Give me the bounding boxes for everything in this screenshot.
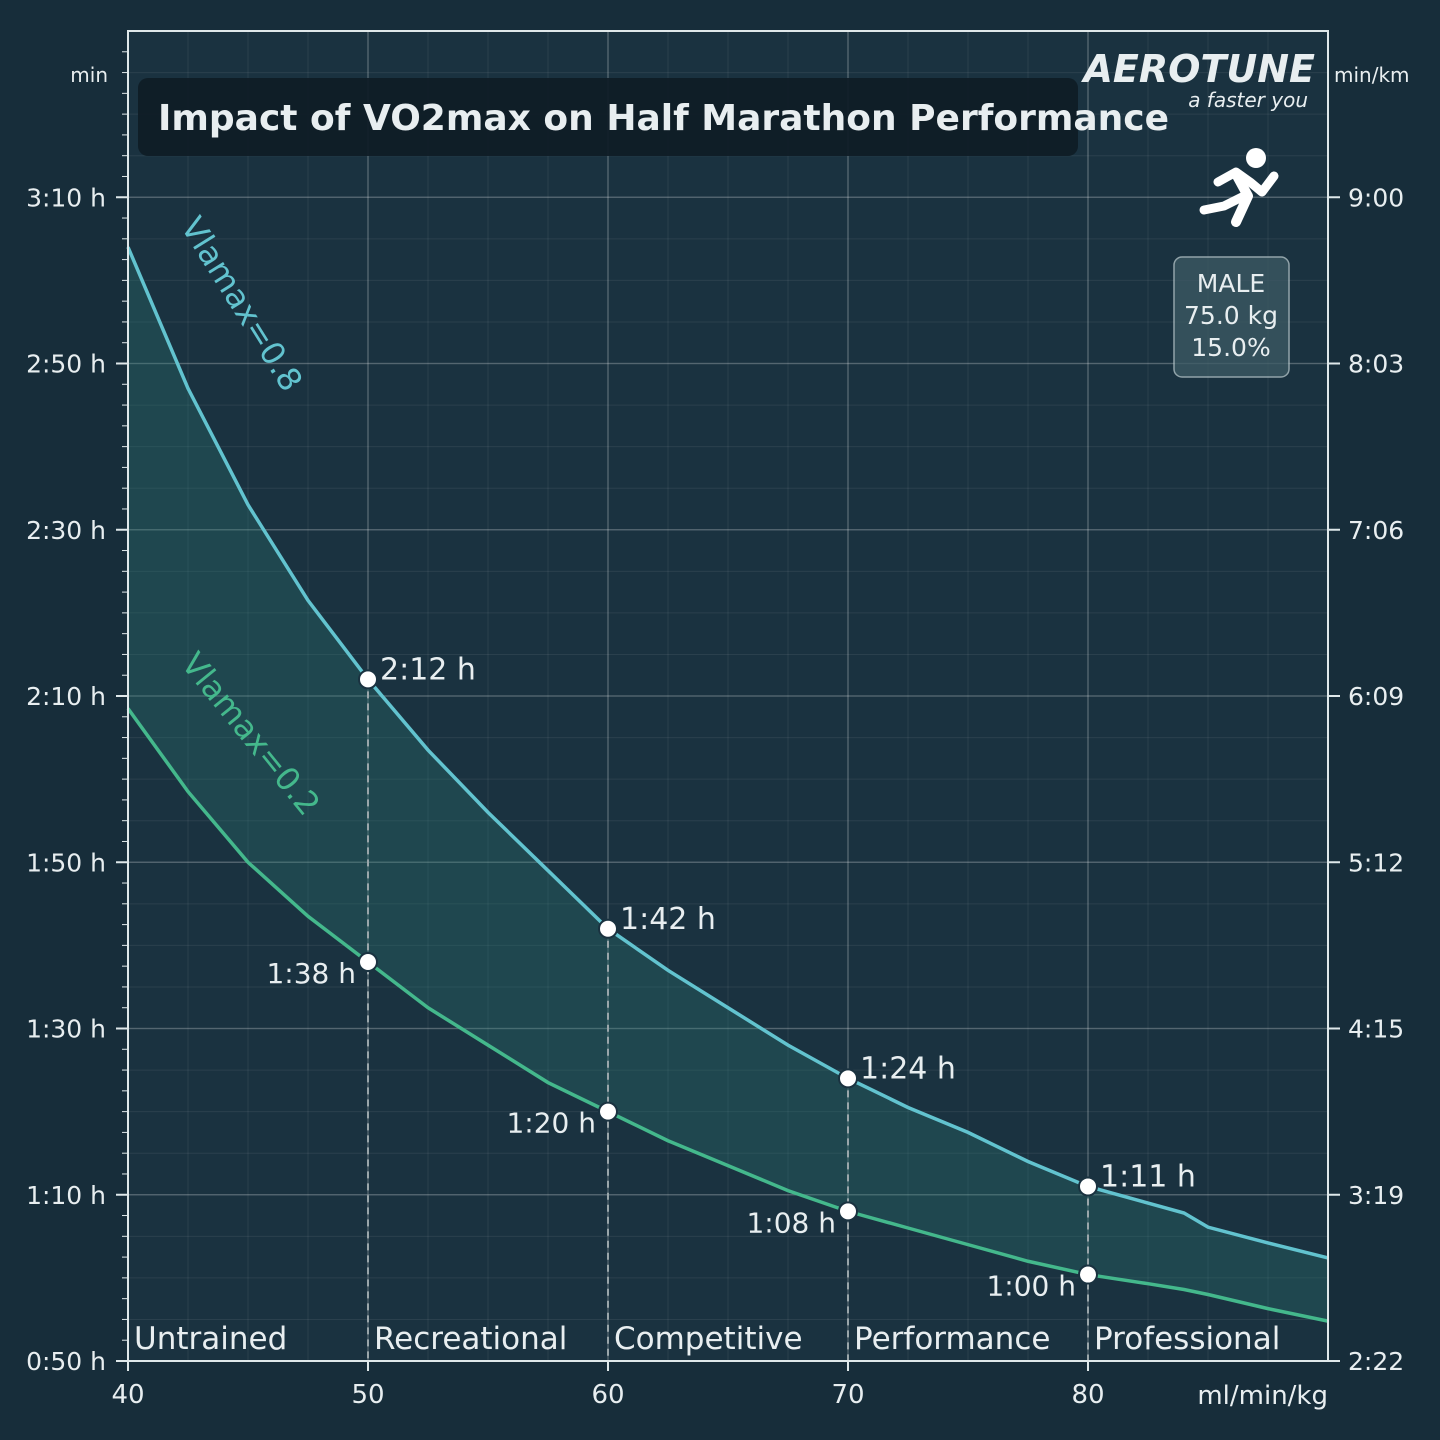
data-label: 1:08 h [746, 1206, 836, 1239]
data-point [838, 1068, 858, 1089]
plot-area [128, 31, 1328, 1361]
zone-label: Professional [1094, 1321, 1280, 1357]
x-axis-label: ml/min/kg [1197, 1381, 1328, 1411]
y2-tick-label: 4:15 [1348, 1015, 1404, 1044]
y-tick-label: 3:10 h [26, 183, 106, 212]
zone-label: Competitive [614, 1321, 803, 1357]
profile-box [1173, 256, 1290, 378]
y-tick-label: 2:50 h [26, 350, 106, 379]
y2-tick-label: 5:12 [1348, 848, 1404, 877]
data-label: 1:00 h [986, 1270, 1076, 1303]
data-label: 2:12 h [380, 652, 476, 687]
plot-frame [127, 30, 1329, 1362]
band-fill [128, 247, 1328, 1322]
data-point [358, 669, 378, 690]
data-point [1078, 1264, 1098, 1285]
y-tick-label: 2:10 h [26, 682, 106, 711]
x-tick-label: 60 [591, 1380, 624, 1410]
y2-tick-label: 7:06 [1348, 516, 1404, 545]
data-point [598, 918, 618, 939]
chart-title: Impact of VO2max on Half Marathon Perfor… [158, 98, 1169, 139]
zone-label: Untrained [134, 1321, 287, 1357]
y-tick-label: 1:50 h [26, 848, 106, 877]
profile-line: 15.0% [1191, 333, 1270, 362]
y-tick-label: 1:30 h [26, 1015, 106, 1044]
x-tick-label: 40 [111, 1380, 144, 1410]
y2-tick-label: 2:22 [1348, 1347, 1404, 1376]
data-label: 1:20 h [506, 1107, 596, 1140]
y2-tick-label: 9:00 [1348, 183, 1404, 212]
y-tick-label: 2:30 h [26, 516, 106, 545]
brand: AEROTUNE [1081, 47, 1316, 91]
y-tick-label: 0:50 h [26, 1347, 106, 1376]
data-label: 1:11 h [1100, 1159, 1196, 1194]
x-tick-label: 50 [351, 1380, 384, 1410]
data-label: 1:38 h [266, 957, 356, 990]
runner-icon [1199, 148, 1279, 227]
zone-label: Performance [854, 1321, 1050, 1357]
profile-line: MALE [1197, 269, 1265, 298]
profile-line: 75.0 kg [1184, 301, 1278, 330]
zone-label: Recreational [374, 1321, 567, 1357]
data-point [1078, 1176, 1098, 1197]
profile: MALE 75.0 kg 15.0% [1184, 269, 1278, 362]
data-point [598, 1101, 618, 1122]
data-label: 1:24 h [860, 1051, 956, 1086]
y2-axis-unit: min/km [1334, 63, 1410, 87]
x-tick-label: 70 [831, 1380, 864, 1410]
data-point [838, 1201, 858, 1222]
x-tick-label: 80 [1071, 1380, 1104, 1410]
y-tick-label: 1:10 h [26, 1181, 106, 1210]
y2-tick-label: 6:09 [1348, 682, 1404, 711]
marks [126, 246, 1329, 1361]
series-line [126, 707, 1329, 1323]
y2-tick-label: 8:03 [1348, 350, 1404, 379]
title-box [138, 78, 1078, 156]
data-point [358, 952, 378, 972]
y2-tick-label: 3:19 [1348, 1181, 1404, 1210]
y-axis-unit: min [70, 63, 108, 87]
data-label: 1:42 h [620, 902, 716, 937]
series-line [126, 246, 1329, 1260]
tagline: a faster you [1188, 88, 1308, 112]
